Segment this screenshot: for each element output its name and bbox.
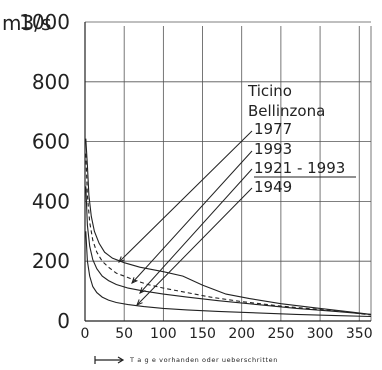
- y-unit-label: m3/s: [2, 11, 51, 35]
- series-line-1977: [85, 138, 372, 315]
- y-tick-label: 600: [32, 130, 70, 154]
- grid: [84, 21, 372, 322]
- series-line-1949: [85, 231, 372, 318]
- y-tick-label: 0: [57, 309, 70, 333]
- x-tick-label: 300: [307, 326, 334, 342]
- x-label-arrowhead: [117, 356, 125, 364]
- leader-arrowhead-0: [118, 256, 125, 263]
- y-tick-label: 200: [32, 249, 70, 273]
- x-axis-label: T a g e vorhanden oder ueberschritten: [129, 356, 278, 364]
- annotation-label-1993: 1993: [254, 140, 292, 158]
- y-tick-label: 1000: [19, 10, 70, 34]
- leader-arrowhead-3: [136, 299, 143, 306]
- x-tick-label: 50: [115, 326, 133, 342]
- annotation-label-1977: 1977: [254, 120, 292, 138]
- leader-arrow-3: [136, 187, 253, 306]
- y-tick-label: 800: [32, 70, 70, 94]
- x-tick-label: 0: [81, 326, 90, 342]
- curves: [85, 138, 372, 318]
- leader-arrow-2: [139, 168, 253, 294]
- y-tick-label: 400: [32, 189, 70, 213]
- annotation-label-1949: 1949: [254, 178, 292, 196]
- annotation-label-1921-1993: 1921 - 1993: [254, 159, 345, 177]
- x-tick-label: 150: [189, 326, 216, 342]
- annotation-title-line-2: Bellinzona: [248, 102, 325, 120]
- leader-arrowhead-2: [139, 287, 146, 294]
- leader-arrowhead-1: [131, 277, 138, 284]
- x-tick-label: 350: [346, 326, 373, 342]
- annotation-title-line-1: Ticino: [247, 82, 292, 100]
- x-tick-label: 200: [228, 326, 255, 342]
- series-line-1993: [85, 153, 372, 316]
- series-line-1921-1993: [85, 186, 372, 315]
- x-tick-label: 100: [150, 326, 177, 342]
- leader-arrow-0: [118, 130, 253, 263]
- annotation-leaders: [118, 130, 356, 306]
- labels: m3/s Ticino Bellinzona 1977 1993 1921 - …: [2, 10, 373, 364]
- leader-arrow-1: [131, 150, 253, 284]
- x-tick-label: 250: [268, 326, 295, 342]
- axes: [84, 22, 371, 322]
